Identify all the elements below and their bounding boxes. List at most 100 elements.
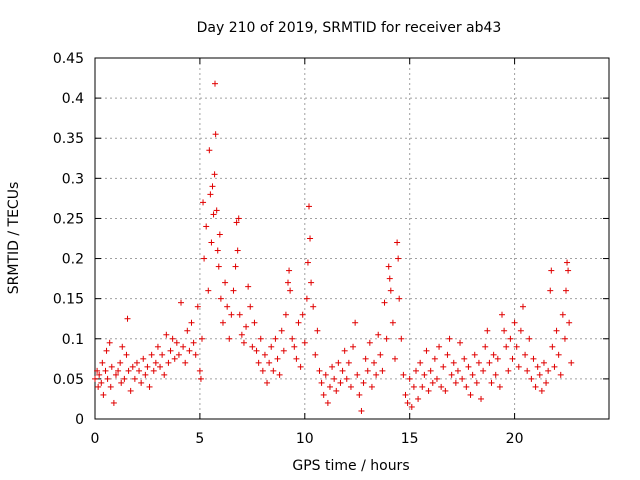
data-point (124, 315, 131, 322)
data-point (562, 287, 569, 294)
data-point (121, 375, 128, 382)
data-point (163, 331, 170, 338)
data-point (557, 371, 564, 378)
x-tick-label: 0 (91, 431, 100, 447)
data-point (255, 359, 262, 366)
data-point (341, 347, 348, 354)
data-point (526, 335, 533, 342)
data-point (499, 311, 506, 318)
data-point (264, 379, 271, 386)
data-point (543, 379, 550, 386)
data-point (205, 287, 212, 294)
data-point (507, 335, 514, 342)
data-point (201, 255, 208, 262)
data-point (469, 371, 476, 378)
data-point (326, 383, 333, 390)
data-point (240, 339, 247, 346)
data-point (423, 347, 430, 354)
data-point (115, 367, 122, 374)
data-point (528, 375, 535, 382)
data-point (402, 391, 409, 398)
data-point (167, 347, 174, 354)
data-point (140, 355, 147, 362)
data-point (375, 331, 382, 338)
data-point (324, 399, 331, 406)
data-point (373, 371, 380, 378)
data-point (486, 359, 493, 366)
data-point (549, 343, 556, 350)
data-point (356, 391, 363, 398)
data-point (104, 375, 111, 382)
data-point (553, 327, 560, 334)
data-point (536, 371, 543, 378)
data-point (129, 363, 136, 370)
data-point (178, 299, 185, 306)
data-point (333, 387, 340, 394)
data-point (316, 367, 323, 374)
data-point (272, 335, 279, 342)
data-point (379, 367, 386, 374)
data-point (503, 343, 510, 350)
data-point (249, 343, 256, 350)
data-point (203, 223, 210, 230)
x-tick-label: 10 (296, 431, 314, 447)
data-point (371, 359, 378, 366)
data-point (198, 335, 205, 342)
data-point (565, 267, 572, 274)
data-point (142, 371, 149, 378)
data-point (200, 199, 207, 206)
x-tick-label: 5 (195, 431, 204, 447)
data-point (488, 379, 495, 386)
data-point (478, 395, 485, 402)
y-tick-label: 0 (75, 412, 84, 428)
data-point (285, 279, 292, 286)
data-point (138, 379, 145, 386)
data-point (490, 351, 497, 358)
data-point (463, 383, 470, 390)
data-point (190, 339, 197, 346)
data-point (173, 339, 180, 346)
data-point (136, 367, 143, 374)
data-point (233, 219, 240, 226)
data-point (146, 383, 153, 390)
data-point (322, 371, 329, 378)
data-point (286, 267, 293, 274)
data-point (465, 363, 472, 370)
data-point (482, 343, 489, 350)
data-point (297, 363, 304, 370)
data-point (515, 363, 522, 370)
data-point (245, 283, 252, 290)
data-point (440, 363, 447, 370)
data-point (545, 367, 552, 374)
data-point (438, 383, 445, 390)
data-point (127, 387, 134, 394)
data-point (219, 319, 226, 326)
data-point (389, 319, 396, 326)
data-point (243, 323, 250, 330)
data-point (99, 359, 106, 366)
data-point (446, 335, 453, 342)
x-tick-labels: 0 5 10 15 20 (91, 431, 524, 447)
data-point (287, 287, 294, 294)
data-point (148, 351, 155, 358)
data-point (505, 367, 512, 374)
data-point (238, 331, 245, 338)
data-point (362, 355, 369, 362)
data-point (555, 351, 562, 358)
data-point (331, 375, 338, 382)
data-point (511, 319, 518, 326)
data-point (427, 367, 434, 374)
data-point (266, 359, 273, 366)
data-point (396, 295, 403, 302)
data-point (301, 339, 308, 346)
data-point (268, 343, 275, 350)
data-point (496, 383, 503, 390)
data-point (110, 399, 117, 406)
data-point (305, 203, 312, 210)
data-point (253, 347, 260, 354)
data-point (165, 359, 172, 366)
y-tick-label: 0.4 (62, 91, 84, 107)
data-point (524, 367, 531, 374)
data-point (444, 351, 451, 358)
data-point (184, 327, 191, 334)
